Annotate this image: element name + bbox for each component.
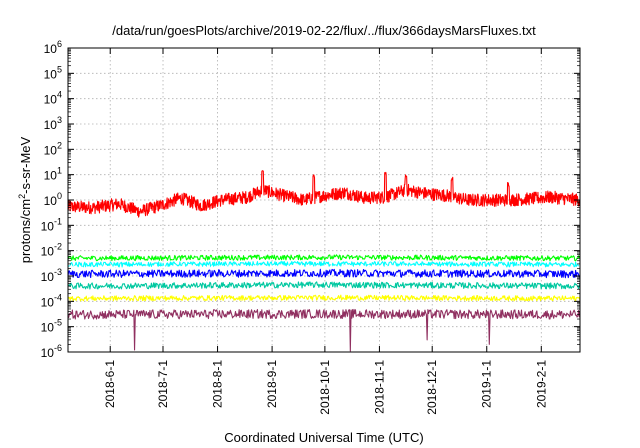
x-tick-label: 2018-12-1: [425, 360, 439, 415]
chart-title: /data/run/goesPlots/archive/2019-02-22/f…: [112, 23, 536, 38]
y-tick-label: 10-1: [41, 216, 62, 233]
y-tick-label: 100: [44, 191, 62, 208]
series-line: [67, 254, 581, 262]
y-tick-label: 105: [44, 64, 62, 81]
y-axis-label-pre: protons/cm: [18, 199, 33, 263]
y-axis-label-sup: 2: [17, 194, 27, 199]
series-group: [67, 170, 581, 352]
ticks: [68, 47, 580, 353]
y-axis-label-post: -s-sr-MeV: [18, 136, 33, 193]
y-tick-label: 106: [44, 39, 62, 56]
data-series-4: [67, 264, 581, 272]
y-tick-label: 10-4: [41, 292, 62, 309]
series-line: [67, 308, 581, 352]
x-tick-label: 2018-7-1: [156, 360, 170, 408]
series-line: [67, 170, 581, 218]
x-tick-label: 2019-2-1: [534, 360, 548, 408]
x-tick-label: 2018-9-1: [265, 360, 279, 408]
y-tick-label: 102: [44, 140, 62, 157]
y-tick-label: 10-5: [41, 318, 62, 335]
data-series-5: [67, 268, 581, 279]
data-series-7: [67, 294, 581, 302]
x-tick-label: 2019-1-1: [480, 360, 494, 408]
series-line: [67, 281, 581, 290]
x-tick-label: 2018-10-1: [318, 360, 332, 415]
y-tick-label: 101: [44, 166, 62, 183]
data-series-3: [67, 260, 581, 268]
x-axis-label: Coordinated Universal Time (UTC): [224, 430, 423, 445]
series-line: [67, 268, 581, 279]
y-tick-label: 10-6: [41, 343, 62, 360]
data-series-8: [67, 308, 581, 352]
series-line: [67, 264, 581, 272]
x-tick-labels: 2018-6-1 2018-7-1 2018-8-1 2018-9-1 2018-10-…: [103, 360, 548, 415]
y-tick-label: 10-2: [41, 242, 62, 259]
data-series-1: [67, 170, 581, 218]
y-axis-label: protons/cm2-s-sr-MeV: [17, 136, 33, 263]
data-series-2: [67, 254, 581, 262]
series-line: [67, 294, 581, 302]
x-tick-label: 2018-11-1: [372, 360, 386, 414]
y-tick-label: 10-3: [41, 267, 62, 284]
y-tick-label: 104: [44, 90, 62, 107]
y-tick-label: 103: [44, 115, 62, 132]
series-line: [67, 260, 581, 268]
x-tick-label: 2018-6-1: [103, 360, 117, 408]
data-series-6: [67, 281, 581, 290]
x-tick-label: 2018-8-1: [211, 360, 225, 408]
y-tick-labels: 10-6 10-5 10-4 10-3 10-2 10-1 100 101 102 103 104 1…: [41, 39, 62, 360]
